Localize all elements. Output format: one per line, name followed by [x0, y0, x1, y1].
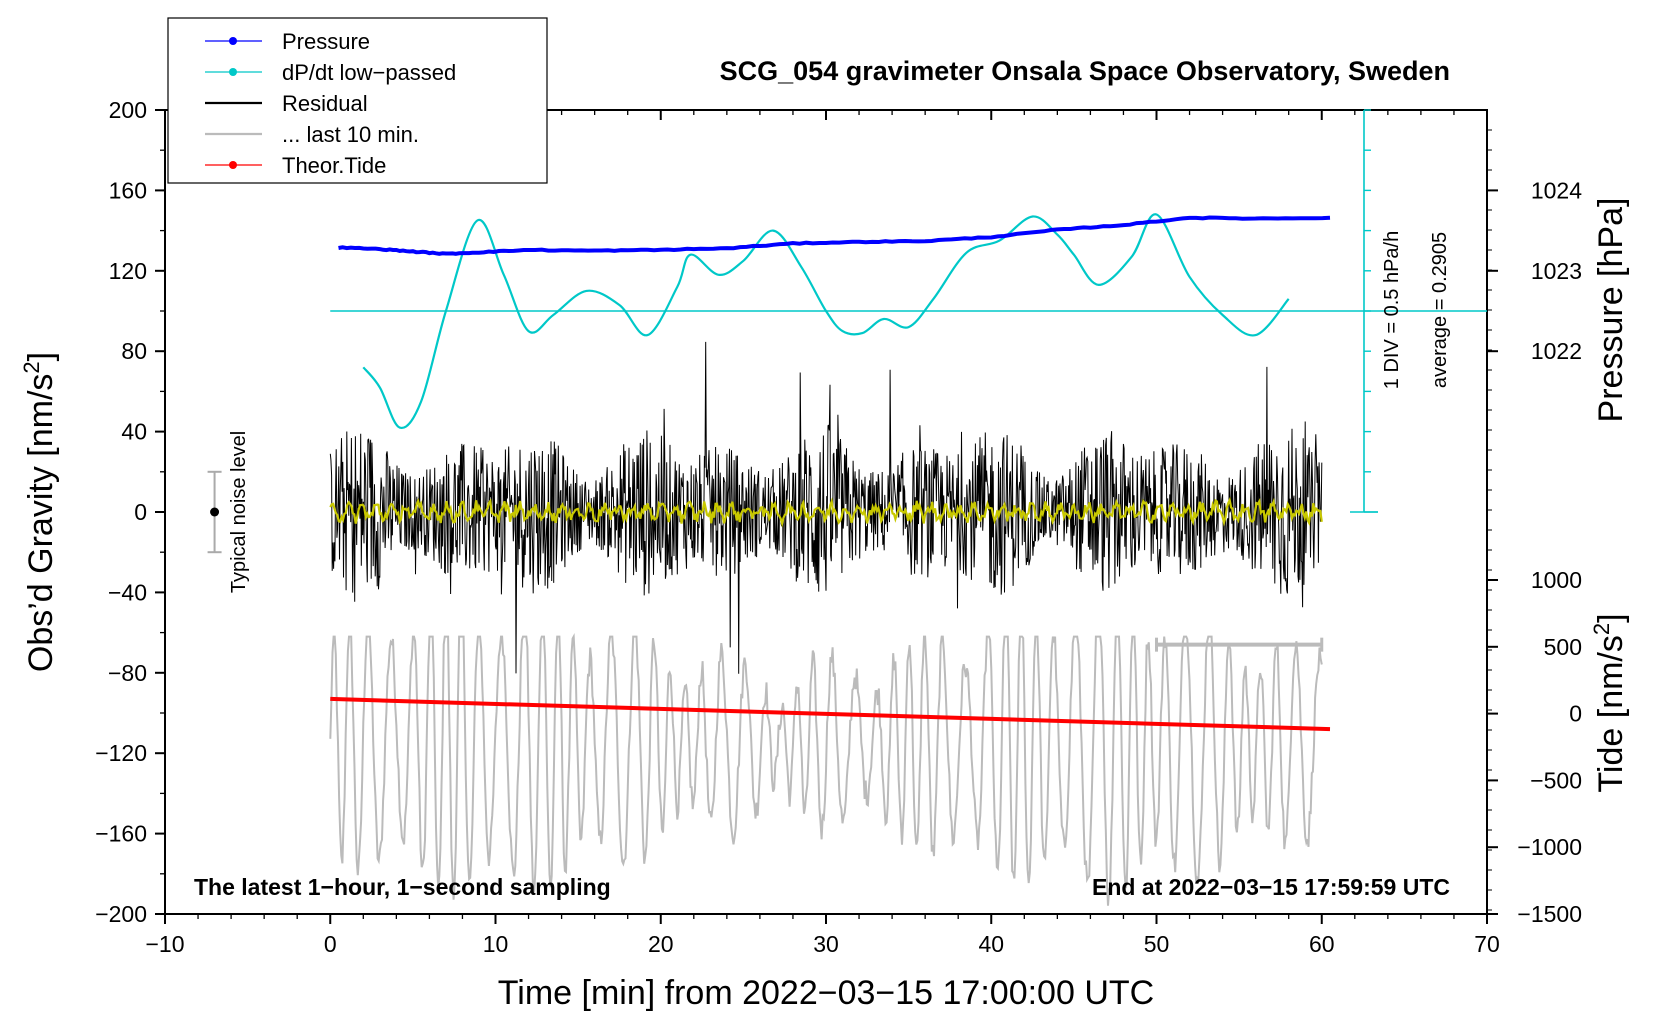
- annotation-right: End at 2022−03−15 17:59:59 UTC: [1092, 874, 1450, 900]
- axes: −10 0 10 20 30 40 50 60 70 200 160 120 80 40 0 −40 −80 −1…: [95, 97, 1582, 957]
- noise-level-label: Typical noise level: [228, 431, 250, 593]
- residual-series: [329, 341, 1323, 674]
- y-tick-label: 40: [121, 419, 147, 445]
- y-tick-label: −120: [95, 740, 147, 766]
- pressure-axis-label: Pressure [hPa]: [1592, 198, 1630, 423]
- dpdt-series: [330, 109, 1487, 513]
- legend-box: [167, 17, 548, 184]
- legend-marker: [229, 161, 237, 169]
- chart-extras: [207, 470, 1324, 652]
- tide-tick-label: −1000: [1517, 834, 1582, 860]
- theor-tide-line: [330, 696, 1331, 732]
- last-10-min-line: [329, 633, 1323, 906]
- y-tick-label: 160: [109, 177, 147, 203]
- legend: Pressure dP/dt low−passed Residual ... last…: [167, 17, 548, 184]
- chart-title: SCG_054 gravimeter Onsala Space Observat…: [720, 56, 1450, 86]
- tide-tick-label: 0: [1569, 701, 1582, 727]
- x-tick-label: 50: [1144, 931, 1170, 957]
- pressure-tick-label: 1023: [1531, 258, 1582, 284]
- dpdt-scale-line2: average = 0.2905: [1429, 232, 1451, 388]
- pressure-tick-label: 1022: [1531, 338, 1582, 364]
- x-tick-label: 10: [483, 931, 509, 957]
- tide-tick-label: −500: [1530, 767, 1582, 793]
- x-tick-label: −10: [145, 931, 184, 957]
- y-tick-label: 120: [109, 258, 147, 284]
- y-tick-label: −80: [108, 660, 147, 686]
- last-10-min-series: [329, 633, 1323, 906]
- y-tick-label: −40: [108, 579, 147, 605]
- legend-label: dP/dt low−passed: [282, 60, 456, 85]
- left-axis-label: Obs’d Gravity [nm/s2]: [19, 352, 60, 672]
- tide-tick-label: 1000: [1531, 567, 1582, 593]
- legend-label: ... last 10 min.: [282, 122, 419, 147]
- residual-smoothed-line: [329, 496, 1323, 528]
- x-tick-label: 0: [324, 931, 337, 957]
- y-tick-label: −160: [95, 821, 147, 847]
- legend-label: Residual: [282, 91, 368, 116]
- annotation-left: The latest 1−hour, 1−second sampling: [194, 874, 611, 900]
- x-axis-label: Time [min] from 2022−03−15 17:00:00 UTC: [498, 974, 1154, 1012]
- legend-label: Pressure: [282, 29, 370, 54]
- y-tick-label: −200: [95, 901, 147, 927]
- x-tick-label: 60: [1309, 931, 1335, 957]
- theor-tide-series: [330, 696, 1331, 732]
- x-tick-label: 40: [978, 931, 1004, 957]
- dpdt-scale-line1: 1 DIV = 0.5 hPa/h: [1381, 231, 1403, 389]
- legend-label: Theor.Tide: [282, 153, 386, 178]
- pressure-line: [338, 215, 1331, 256]
- y-tick-label: 80: [121, 338, 147, 364]
- tide-axis-label: Tide [nm/s2]: [1589, 613, 1630, 792]
- dpdt-line: [362, 213, 1290, 430]
- x-tick-label: 70: [1474, 931, 1500, 957]
- pressure-series: [338, 215, 1331, 256]
- residual-line: [329, 341, 1323, 674]
- y-tick-label: 200: [109, 97, 147, 123]
- residual-smoothed-series: [329, 496, 1323, 528]
- y-tick-label: 0: [134, 499, 147, 525]
- tide-tick-label: 500: [1544, 634, 1582, 660]
- tide-tick-label: −1500: [1517, 901, 1582, 927]
- x-tick-label: 20: [648, 931, 674, 957]
- x-tick-label: 30: [813, 931, 839, 957]
- noise-bar-center: [210, 507, 220, 517]
- legend-marker: [229, 68, 237, 76]
- legend-marker: [229, 37, 237, 45]
- pressure-tick-label: 1024: [1531, 177, 1582, 203]
